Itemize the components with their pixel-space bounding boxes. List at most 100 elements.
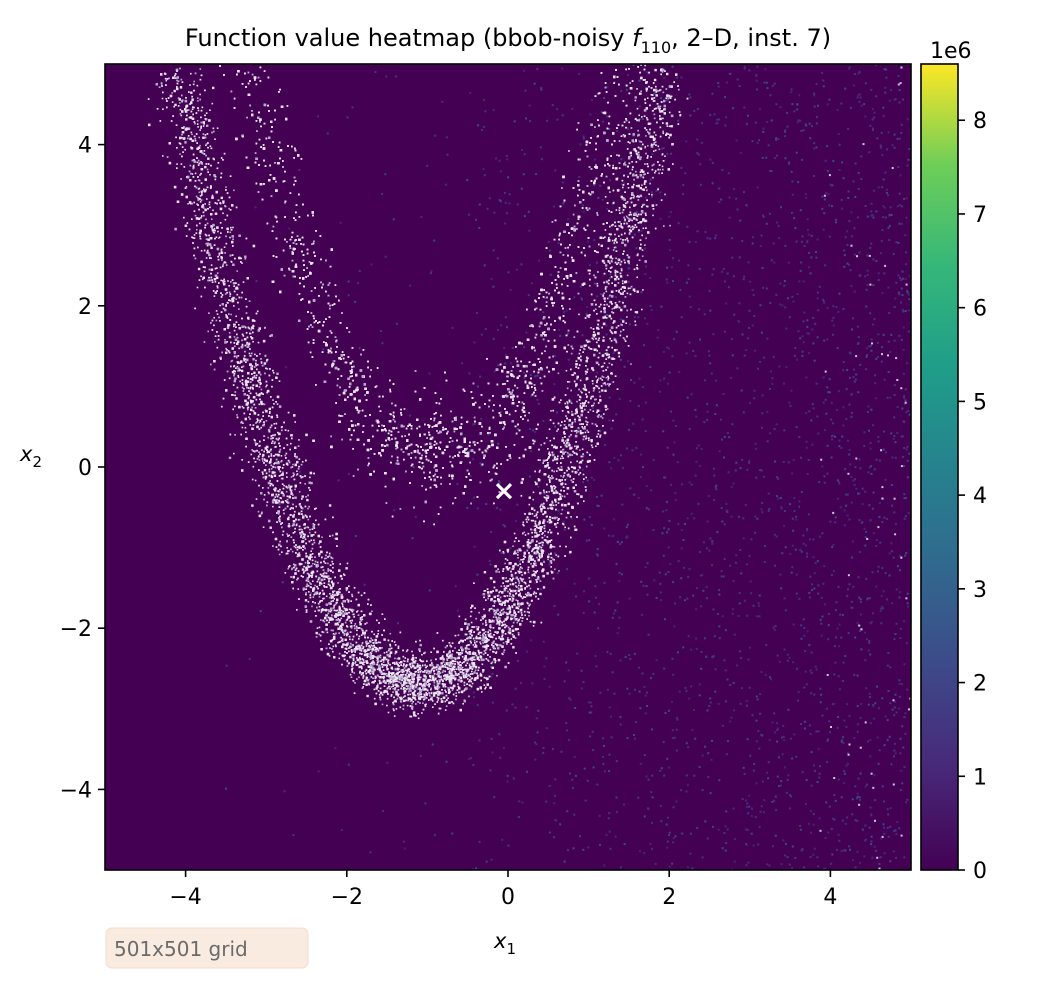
noise-speckle [780,863,783,866]
noise-speckle [908,298,911,301]
noise-speckle [671,737,674,739]
noise-speckle [806,552,808,555]
noise-speckle [810,651,813,654]
noise-speckle [688,567,691,570]
noise-speckle [733,633,736,636]
noise-speckle [872,258,875,261]
noise-speckle [806,239,809,242]
noise-speckle [492,285,495,288]
noise-speckle [774,460,776,463]
noise-speckle [756,517,759,520]
noise-speckle [900,131,903,134]
noise-speckle [869,246,872,249]
noise-speckle [537,402,540,405]
noise-speckle [865,638,868,641]
noise-speckle [536,731,539,734]
noise-speckle [726,510,729,513]
noise-speckle [703,313,706,316]
noise-speckle [826,169,829,172]
noise-speckle [781,304,784,307]
noise-speckle [721,520,724,523]
noise-speckle [790,91,793,94]
noise-speckle [569,772,571,775]
noise-speckle [872,127,875,130]
noise-speckle [489,769,492,772]
noise-speckle [905,411,908,414]
noise-speckle [771,800,774,803]
noise-speckle [884,451,887,454]
noise-speckle [894,523,897,525]
noise-speckle [847,197,850,199]
noise-speckle [588,264,591,267]
noise-speckle [582,135,585,138]
noise-speckle [310,592,312,595]
noise-speckle [777,224,780,227]
noise-speckle [262,364,265,367]
noise-speckle [880,595,883,597]
noise-speckle [856,674,859,677]
noise-speckle [705,586,708,589]
noise-speckle [680,789,683,792]
noise-speckle [901,725,904,728]
noise-speckle [641,613,644,616]
noise-speckle [667,709,670,712]
noise-speckle [588,577,591,580]
noise-speckle [843,265,846,268]
noise-speckle [563,680,566,683]
noise-speckle [905,801,907,804]
noise-speckle [714,486,717,489]
noise-speckle [554,552,557,555]
noise-speckle [638,118,641,120]
noise-speckle [283,790,286,793]
noise-speckle [752,236,754,239]
noise-speckle [764,545,766,547]
noise-speckle [768,212,771,215]
noise-speckle [615,413,618,416]
noise-speckle [859,467,862,470]
noise-speckle [637,497,640,500]
noise-speckle [707,752,710,755]
noise-speckle [586,479,589,482]
noise-speckle [779,784,782,787]
noise-speckle [902,98,904,101]
noise-speckle [709,309,712,312]
noise-speckle [702,589,705,592]
noise-speckle [791,295,794,298]
noise-speckle [715,379,717,382]
noise-speckle [482,125,485,128]
noise-speckle [769,676,771,679]
noise-speckle [903,403,906,406]
noise-speckle [351,106,354,109]
noise-speckle [726,828,729,831]
noise-speckle [853,368,855,371]
noise-speckle [742,278,745,281]
noise-speckle [732,482,735,485]
noise-speckle [894,752,897,755]
noise-speckle [429,272,432,275]
noise-speckle [791,757,794,760]
noise-speckle [529,120,532,123]
noise-speckle [892,850,895,853]
noise-speckle [749,754,752,757]
noise-speckle [869,283,872,286]
noise-speckle [761,502,764,505]
noise-speckle [748,461,750,464]
noise-speckle [791,845,794,848]
noise-speckle [851,798,854,801]
noise-speckle [709,158,712,161]
noise-speckle [655,597,658,600]
noise-speckle [608,770,611,773]
noise-speckle [893,830,896,833]
noise-speckle [729,376,732,379]
noise-speckle [619,542,622,545]
noise-speckle [822,228,825,231]
noise-speckle [907,158,910,161]
noise-speckle [789,404,792,407]
noise-speckle [864,536,867,539]
noise-speckle [857,171,860,174]
noise-speckle [802,618,805,621]
noise-speckle [504,362,507,365]
noise-speckle [535,743,538,746]
noise-speckle [889,825,892,828]
noise-speckle [633,493,636,496]
